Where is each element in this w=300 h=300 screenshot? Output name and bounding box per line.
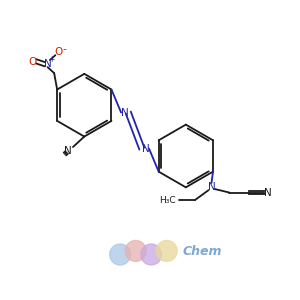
Text: O: O [55,47,63,57]
Circle shape [110,244,130,265]
Text: H₃C: H₃C [159,196,175,205]
Text: +: + [49,55,55,64]
Text: -: - [62,44,66,54]
Circle shape [141,244,162,265]
Text: N: N [208,182,215,192]
Circle shape [125,241,146,261]
Circle shape [156,241,177,261]
Text: N: N [142,144,149,154]
Text: O: O [28,57,37,67]
Text: N: N [264,188,272,198]
Text: N: N [64,146,72,157]
Text: N: N [44,58,52,69]
Text: N: N [121,107,129,118]
Text: Chem: Chem [183,245,222,258]
